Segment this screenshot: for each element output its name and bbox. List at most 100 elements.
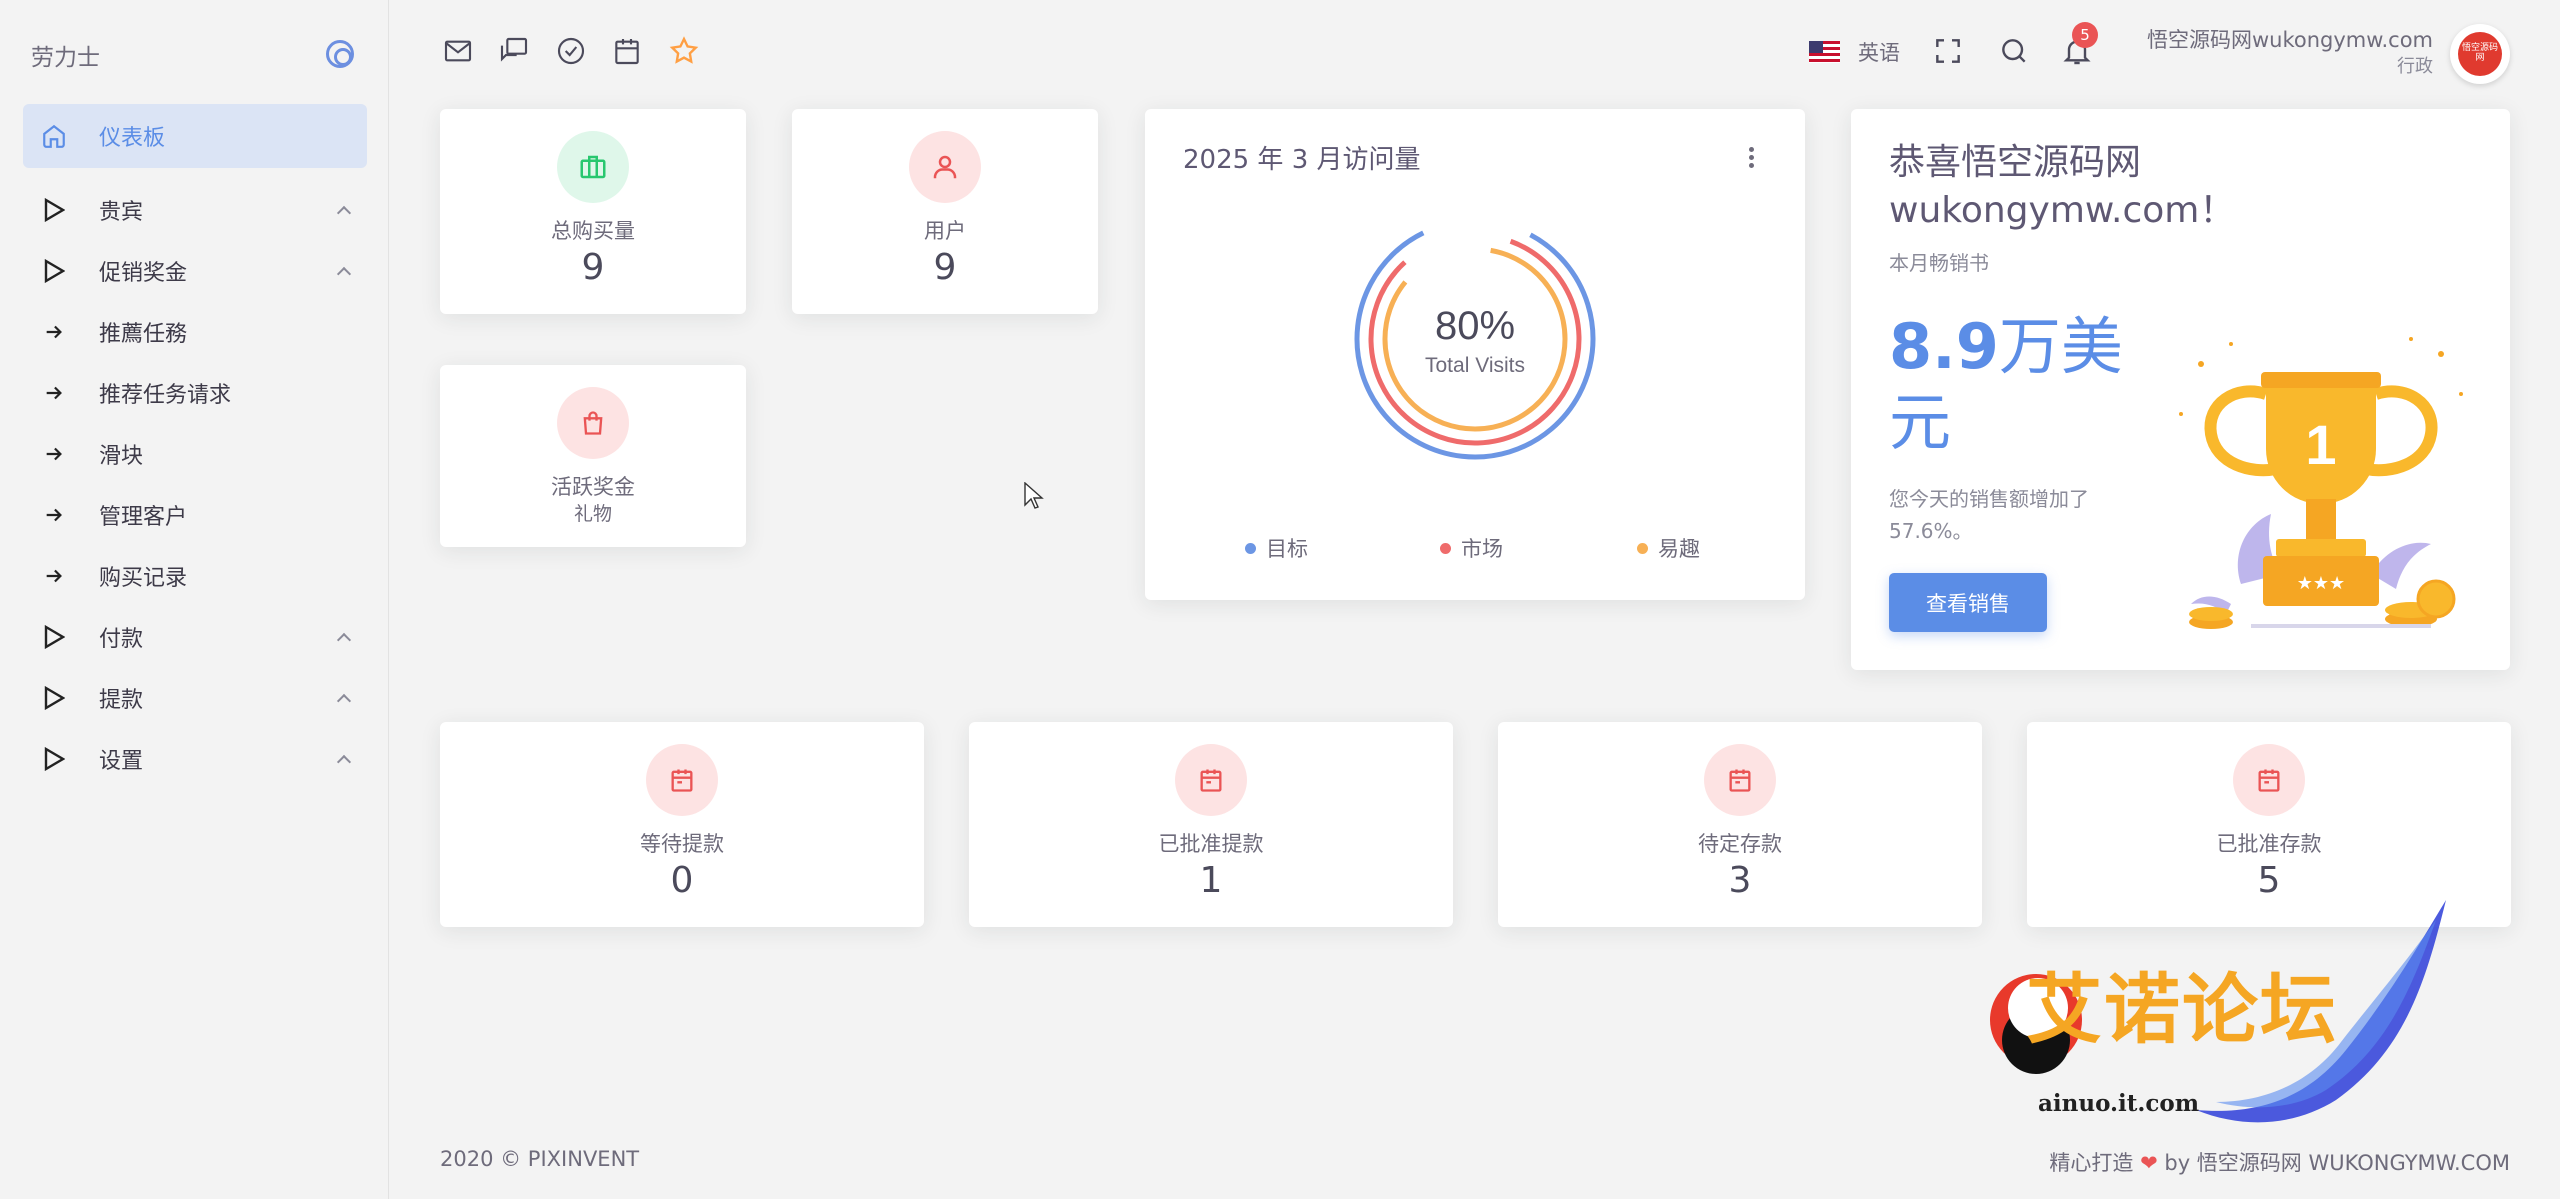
sidebar-item-settings[interactable]: 设置 — [23, 728, 367, 789]
stat-value: 9 — [933, 247, 957, 288]
chart-title: 2025 年 3 月访问量 — [1183, 145, 1421, 175]
play-outline-icon — [41, 624, 67, 650]
arrow-right-icon — [41, 319, 67, 345]
shopping-bag-icon — [557, 387, 629, 459]
stat-card-active-bonus: 活跃奖金 礼物 — [440, 365, 746, 547]
view-sales-button[interactable]: 查看销售 — [1889, 573, 2047, 632]
sales-amount-number: 8.9 — [1889, 310, 1999, 383]
calendar-icon — [2233, 744, 2305, 816]
watermark-text: 艾诺论坛 — [2026, 965, 2338, 1054]
chevron-up-icon — [336, 266, 352, 281]
visits-chart-card: 2025 年 3 月访问量 80% Total Visits 目标 市场 易趣 — [1145, 109, 1805, 600]
legend-item: 易趣 — [1637, 533, 1700, 563]
chevron-up-icon — [336, 754, 352, 769]
brand-title[interactable]: 劳力士 — [31, 45, 100, 71]
sidebar-item-referral-tasks[interactable]: 推薦任務 — [23, 301, 367, 362]
footer-credit: 精心打造 ❤ by 悟空源码网 WUKONGYMW.COM — [2049, 1147, 2510, 1177]
arrow-right-icon — [41, 441, 67, 467]
watermark-logo: 艾诺论坛 ainuo.it.com — [1976, 900, 2446, 1140]
stat-value: 5 — [2257, 860, 2281, 901]
congrats-title-line: wukongymw.com！ — [1889, 190, 2236, 231]
sidebar-item-label: 仪表板 — [99, 126, 166, 151]
more-vertical-icon[interactable] — [1749, 147, 1755, 169]
user-icon — [909, 131, 981, 203]
sales-amount-unit: 万美元 — [1889, 310, 2123, 459]
sidebar-item-purchase-history[interactable]: 购买记录 — [23, 545, 367, 606]
mail-icon[interactable] — [442, 35, 474, 67]
stat-label: 已批准存款 — [2216, 832, 2322, 856]
sidebar-item-label: 滑块 — [99, 443, 144, 469]
avatar-logo-text: 悟空源码网 — [2458, 32, 2502, 76]
star-icon[interactable] — [668, 35, 700, 67]
calendar-icon — [1704, 744, 1776, 816]
user-role: 行政 — [2397, 56, 2433, 77]
trophy-illustration: 1 ★★★ — [2179, 337, 2463, 629]
check-circle-icon[interactable] — [555, 35, 587, 67]
congrats-title-line: 恭喜悟空源码网 — [1889, 142, 2142, 183]
chart-center-label: Total Visits — [1425, 354, 1525, 377]
congrats-subtitle: 本月畅销书 — [1889, 251, 1989, 275]
stat-card-approved-withdrawals: 已批准提款 1 — [969, 722, 1453, 927]
sidebar-item-vip[interactable]: 贵宾 — [23, 179, 367, 240]
play-outline-icon — [41, 685, 67, 711]
sidebar-item-label: 提款 — [99, 687, 144, 713]
stat-value: 1 — [1199, 860, 1223, 901]
user-name[interactable]: 悟空源码网wukongymw.com — [2146, 28, 2433, 52]
stat-value: 3 — [1728, 860, 1752, 901]
stat-value: 0 — [670, 860, 694, 901]
language-label: 英语 — [1858, 41, 1900, 65]
stat-label: 总购买量 — [551, 219, 635, 243]
chevron-up-icon — [336, 205, 352, 220]
stat-label: 等待提款 — [640, 832, 724, 856]
arrow-right-icon — [41, 502, 67, 528]
heart-icon: ❤ — [2140, 1151, 2158, 1175]
stat-card-total-purchases: 总购买量 9 — [440, 109, 746, 314]
sidebar-item-label: 购买记录 — [99, 565, 188, 591]
legend-label: 市场 — [1461, 537, 1503, 561]
stat-label: 已批准提款 — [1158, 832, 1264, 856]
stat-value: 9 — [581, 247, 605, 288]
stat-card-pending-withdrawals: 等待提款 0 — [440, 722, 924, 927]
svg-text:★★★: ★★★ — [2297, 573, 2345, 594]
arrow-right-icon — [41, 380, 67, 406]
avatar[interactable]: 悟空源码网 — [2450, 24, 2510, 84]
legend-item: 目标 — [1245, 533, 1308, 563]
chart-center-value: 80% — [1435, 304, 1515, 348]
language-selector[interactable]: 英语 — [1809, 37, 1900, 67]
sidebar-item-customers[interactable]: 管理客户 — [23, 484, 367, 545]
legend-label: 易趣 — [1658, 537, 1700, 561]
footer-credit-suffix: by 悟空源码网 WUKONGYMW.COM — [2164, 1151, 2510, 1175]
sidebar-nav: 仪表板 贵宾 促销奖金 推薦任務 推荐任务请求 滑块 管理客户 — [23, 104, 367, 789]
svg-text:1: 1 — [2305, 413, 2336, 476]
stat-label: 活跃奖金 — [551, 475, 635, 499]
search-icon[interactable] — [1998, 35, 2030, 67]
calendar-icon[interactable] — [611, 35, 643, 67]
sidebar-item-dashboard[interactable]: 仪表板 — [23, 104, 367, 168]
calendar-icon — [1175, 744, 1247, 816]
stat-label: 用户 — [924, 219, 966, 243]
stat-card-pending-deposits: 待定存款 3 — [1498, 722, 1982, 927]
sidebar-item-label: 付款 — [99, 626, 144, 652]
stat-sublabel: 礼物 — [573, 503, 612, 525]
sales-amount: 8.9万美元 — [1889, 309, 2159, 461]
arrow-right-icon — [41, 563, 67, 589]
calendar-icon — [646, 744, 718, 816]
sidebar-item-slider[interactable]: 滑块 — [23, 423, 367, 484]
play-outline-icon — [41, 746, 67, 772]
sidebar-item-referral-requests[interactable]: 推荐任务请求 — [23, 362, 367, 423]
sidebar-toggle-icon[interactable] — [326, 40, 354, 68]
sidebar-item-label: 贵宾 — [99, 199, 144, 225]
watermark-url: ainuo.it.com — [2038, 1090, 2200, 1117]
briefcase-icon — [557, 131, 629, 203]
sidebar-item-label: 推荐任务请求 — [99, 382, 232, 408]
sidebar-item-payments[interactable]: 付款 — [23, 606, 367, 667]
stat-label: 待定存款 — [1698, 832, 1782, 856]
fullscreen-icon[interactable] — [1932, 35, 1964, 67]
chat-icon[interactable] — [498, 35, 530, 67]
sidebar-item-label: 推薦任務 — [99, 321, 188, 347]
legend-label: 目标 — [1266, 537, 1308, 561]
sidebar-item-withdrawals[interactable]: 提款 — [23, 667, 367, 728]
play-outline-icon — [41, 258, 67, 284]
footer-credit-prefix: 精心打造 — [2049, 1151, 2134, 1175]
sidebar-item-promo-bonus[interactable]: 促销奖金 — [23, 240, 367, 301]
